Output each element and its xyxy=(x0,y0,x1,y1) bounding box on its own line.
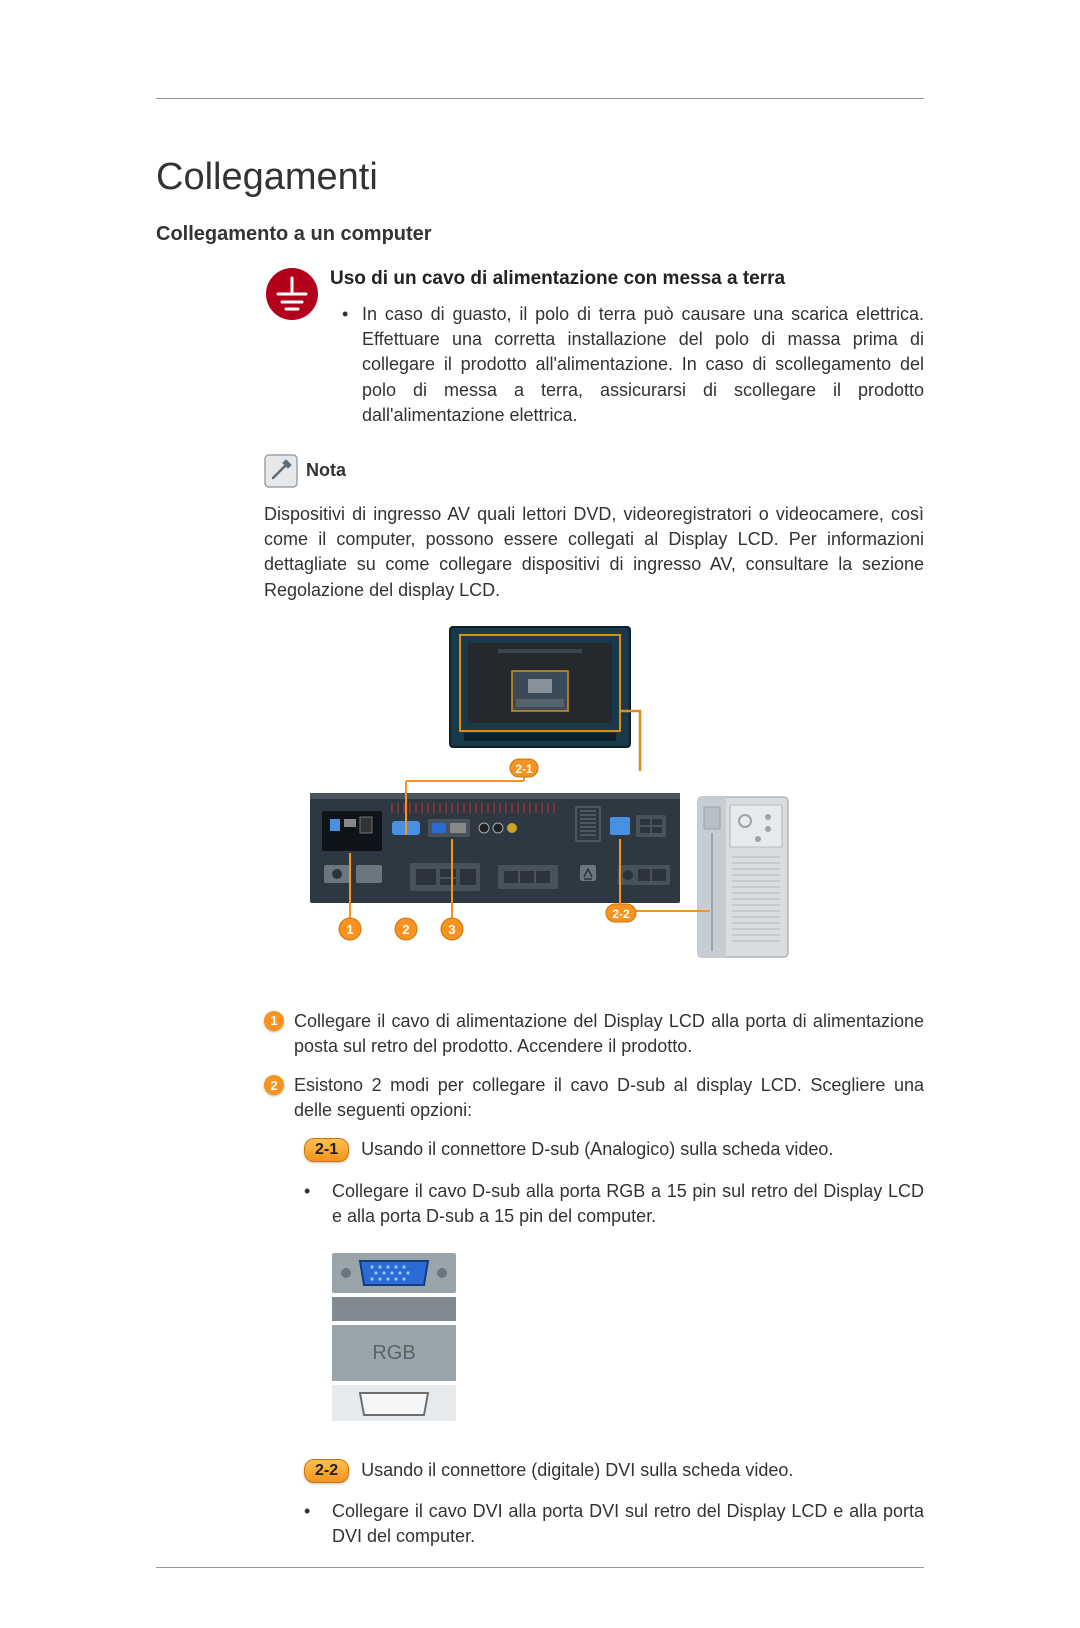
svg-text:2: 2 xyxy=(402,922,409,937)
bullet-dot-icon: • xyxy=(304,1179,314,1229)
step-2: 2 Esistono 2 modi per collegare il cavo … xyxy=(264,1073,924,1123)
page-title: Collegamenti xyxy=(156,156,924,199)
note-icon xyxy=(264,454,298,488)
substep-2-2-text: Collegare il cavo DVI alla porta DVI sul… xyxy=(332,1499,924,1549)
document-page: Collegamenti Collegamento a un computer … xyxy=(0,0,1080,1628)
svg-text:2-2: 2-2 xyxy=(612,907,630,921)
ground-text: In caso di guasto, il polo di terra può … xyxy=(330,302,924,428)
substep-2-2-bullet: • Collegare il cavo DVI alla porta DVI s… xyxy=(304,1499,924,1549)
pill-2-2: 2-2 xyxy=(304,1459,349,1483)
top-rule xyxy=(156,98,924,99)
diagram-svg: 1 2-1 2 3 2-2 xyxy=(280,621,800,981)
pill-2-1: 2-1 xyxy=(304,1138,349,1162)
rgb-connector-figure: RGB xyxy=(324,1247,924,1432)
substep-2-2: 2-2 Usando il connettore (digitale) DVI … xyxy=(304,1458,924,1550)
nota-label: Nota xyxy=(306,460,346,481)
bullet-dot-icon: • xyxy=(304,1499,314,1549)
ground-text-bullet: In caso di guasto, il polo di terra può … xyxy=(330,302,924,428)
step-1-text: Collegare il cavo di alimentazione del D… xyxy=(294,1009,924,1059)
nota-body: Dispositivi di ingresso AV quali lettori… xyxy=(264,502,924,603)
bullet-2-icon: 2 xyxy=(264,1075,284,1095)
section-heading: Collegamento a un computer xyxy=(156,223,924,246)
rgb-label: RGB xyxy=(372,1342,415,1364)
pill-2-1-text: Usando il connettore D-sub (Analogico) s… xyxy=(361,1137,833,1162)
rgb-connector-svg: RGB xyxy=(324,1247,464,1427)
pill-2-2-text: Usando il connettore (digitale) DVI sull… xyxy=(361,1458,793,1483)
substep-2-1: 2-1 Usando il connettore D-sub (Analogic… xyxy=(304,1137,924,1229)
ground-heading: Uso di un cavo di alimentazione con mess… xyxy=(330,268,924,290)
bullet-1-icon: 1 xyxy=(264,1011,284,1031)
step-2-text: Esistono 2 modi per collegare il cavo D-… xyxy=(294,1073,924,1123)
ground-icon xyxy=(266,268,318,320)
svg-text:2-1: 2-1 xyxy=(515,762,533,776)
ground-warning-block: Uso di un cavo di alimentazione con mess… xyxy=(266,268,924,428)
connection-diagram: 1 2-1 2 3 2-2 xyxy=(156,621,924,981)
substep-2-1-bullet: • Collegare il cavo D-sub alla porta RGB… xyxy=(304,1179,924,1229)
substep-2-1-text: Collegare il cavo D-sub alla porta RGB a… xyxy=(332,1179,924,1229)
step-1: 1 Collegare il cavo di alimentazione del… xyxy=(264,1009,924,1059)
bottom-rule xyxy=(156,1567,924,1568)
svg-text:1: 1 xyxy=(346,922,353,937)
nota-block: Nota xyxy=(264,454,924,488)
svg-text:3: 3 xyxy=(448,922,455,937)
numbered-steps: 1 Collegare il cavo di alimentazione del… xyxy=(264,1009,924,1124)
